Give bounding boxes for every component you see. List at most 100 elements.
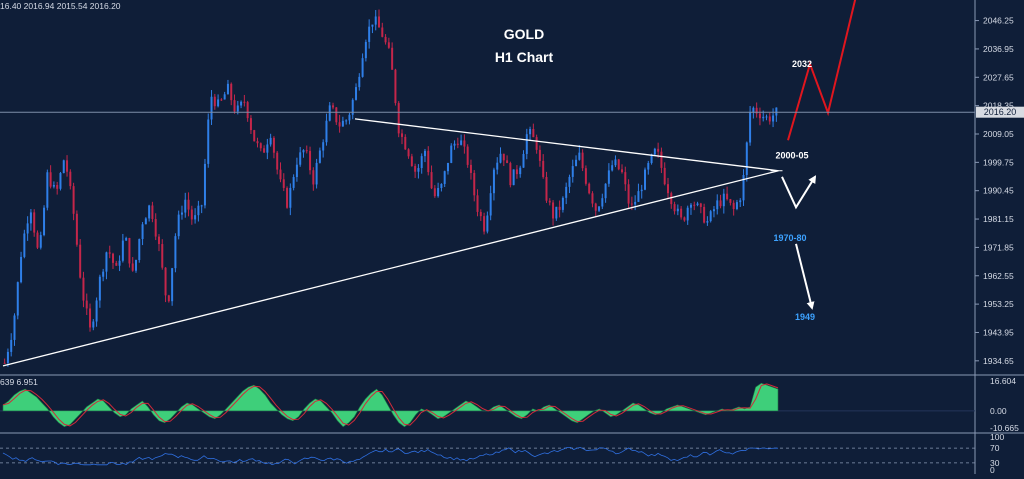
candle-body <box>611 165 614 171</box>
candle-body <box>745 142 748 175</box>
candle-body <box>499 153 502 163</box>
candlesticks-layer <box>3 9 778 367</box>
candle-body <box>594 203 597 211</box>
candle-body <box>305 150 308 152</box>
candle-body <box>171 268 174 302</box>
candle-body <box>131 263 134 271</box>
candle-body <box>591 193 594 204</box>
candle-body <box>289 187 292 208</box>
candle-body <box>502 153 505 161</box>
candle-body <box>102 271 105 277</box>
candle-body <box>89 308 92 328</box>
candle-body <box>10 339 13 352</box>
candle-body <box>742 174 745 201</box>
candle-body <box>381 27 384 37</box>
candle-body <box>368 26 371 42</box>
candle-body <box>558 206 561 210</box>
rsi-tick-label: 0 <box>990 465 995 474</box>
candle-body <box>555 206 558 219</box>
candle-body <box>496 162 499 170</box>
candle-body <box>568 176 571 187</box>
candle-body <box>134 259 137 271</box>
candle-body <box>440 183 443 189</box>
candle-body <box>607 170 610 184</box>
candle-body <box>207 119 210 164</box>
candle-body <box>732 202 735 210</box>
candle-body <box>23 233 26 257</box>
candle-body <box>552 202 555 219</box>
price-tick-label: 1971.85 <box>983 242 1014 252</box>
candle-body <box>72 186 75 214</box>
annotation-1949: 1949 <box>795 312 815 322</box>
price-tick-label: 1981.15 <box>983 214 1014 224</box>
candle-body <box>85 300 88 309</box>
candle-body <box>650 154 653 164</box>
candle-body <box>115 262 118 266</box>
candle-body <box>256 141 259 144</box>
candle-body <box>716 200 719 210</box>
candle-body <box>269 137 272 145</box>
candle-body <box>20 256 23 283</box>
candle-body <box>190 209 193 220</box>
candle-body <box>545 177 548 201</box>
candle-body <box>328 105 331 121</box>
candle-body <box>177 214 180 237</box>
candle-body <box>680 208 683 218</box>
chart-subtitle: H1 Chart <box>495 49 554 65</box>
candle-body <box>361 58 364 77</box>
candle-body <box>355 87 358 100</box>
candle-body <box>309 150 312 171</box>
candle-body <box>98 276 101 301</box>
candle-body <box>509 163 512 186</box>
candle-body <box>95 300 98 322</box>
candle-body <box>62 160 65 174</box>
candle-body <box>75 213 78 245</box>
candle-body <box>180 212 183 215</box>
candle-body <box>299 152 302 165</box>
candle-body <box>492 169 495 194</box>
candle-body <box>729 199 732 203</box>
candle-body <box>302 150 305 153</box>
candle-body <box>108 252 111 254</box>
candle-body <box>456 143 459 145</box>
candle-body <box>240 101 243 106</box>
candle-body <box>197 205 200 216</box>
candle-body <box>548 200 551 203</box>
candle-body <box>575 159 578 167</box>
candle-body <box>378 16 381 28</box>
candle-body <box>200 205 203 207</box>
candle-body <box>653 148 656 155</box>
candle-body <box>460 140 463 145</box>
candle-body <box>407 149 410 157</box>
candle-body <box>266 144 269 153</box>
candle-body <box>276 152 279 170</box>
candle-body <box>332 105 335 108</box>
candle-body <box>394 69 397 104</box>
candle-body <box>125 237 128 241</box>
candle-body <box>673 204 676 212</box>
candle-body <box>663 167 666 185</box>
candle-body <box>699 203 702 207</box>
candle-body <box>525 134 528 154</box>
candle-body <box>144 218 147 225</box>
candle-body <box>644 169 647 190</box>
macd-tick-label: 16.604 <box>990 376 1016 386</box>
candle-body <box>3 362 6 364</box>
candle-body <box>33 212 36 233</box>
candle-body <box>16 282 19 316</box>
candle-body <box>640 189 643 192</box>
candle-body <box>647 163 650 170</box>
candle-body <box>476 195 479 212</box>
candle-body <box>414 166 417 172</box>
candle-body <box>92 321 95 328</box>
price-tick-label: 2009.05 <box>983 129 1014 139</box>
candle-body <box>164 267 167 296</box>
candle-body <box>49 172 52 187</box>
candle-body <box>624 172 627 185</box>
candle-body <box>446 162 449 172</box>
candle-body <box>345 120 348 122</box>
